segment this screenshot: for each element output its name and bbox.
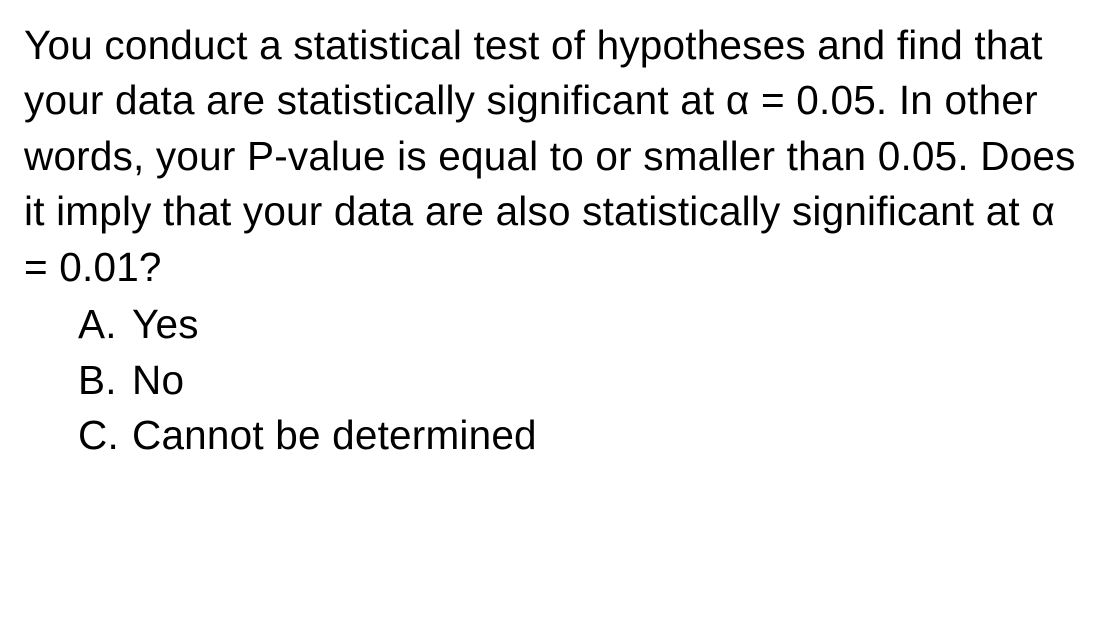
question-text: You conduct a statistical test of hypoth… [24,18,1076,295]
option-text: Cannot be determined [132,412,537,458]
option-text: Yes [132,301,199,347]
option-label: C. [78,408,132,463]
option-a: A.Yes [78,297,1076,352]
option-label: A. [78,297,132,352]
option-b: B.No [78,353,1076,408]
option-text: No [132,357,184,403]
option-c: C.Cannot be determined [78,408,1076,463]
options-list: A.Yes B.No C.Cannot be determined [24,297,1076,463]
option-label: B. [78,353,132,408]
